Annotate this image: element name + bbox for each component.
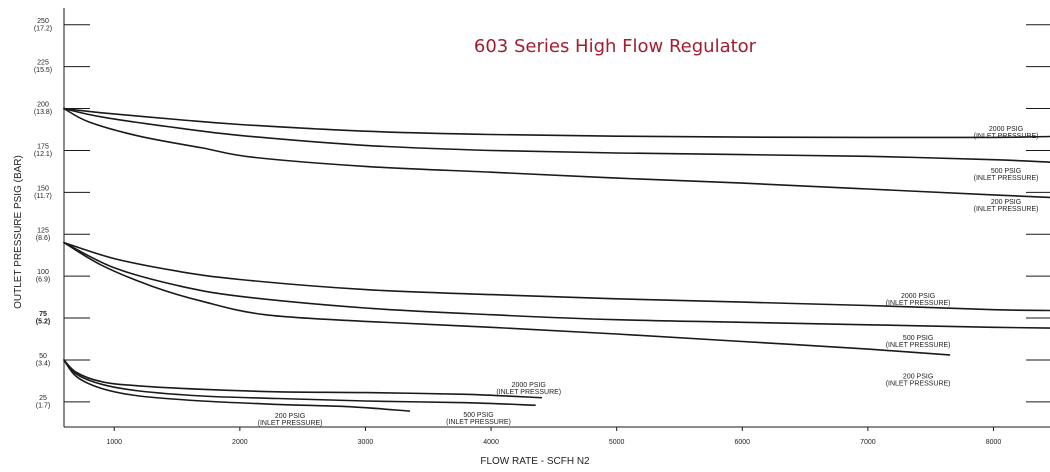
curve-label-pressure: 2000 PSIG [901,293,935,300]
y-tick-label-bar: (6.9) [36,277,50,284]
curve-line [63,241,1050,312]
y-tick-label-psig: 225 [37,60,49,67]
x-tick-label: 4000 [483,439,499,446]
curve-line [63,107,1050,163]
curve-label-pressure: 200 PSIG [903,373,933,380]
y-tick-label-bar: (12.1) [34,151,52,158]
chart-frame: 250(17.2)225(15.5)200(13.8)175(12.1)150(… [34,8,1050,446]
curve-label-inlet: (INLET PRESSURE) [974,133,1039,140]
x-tick-label: 6000 [734,439,750,446]
y-tick-label-bar: (1.7) [36,402,50,409]
y-tick-label-psig: 150 [37,185,49,192]
y-tick-label-bar: (17.2) [34,25,52,32]
curve-label-inlet: (INLET PRESSURE) [258,420,323,427]
x-tick-label: 2000 [232,439,248,446]
curve-label-inlet: (INLET PRESSURE) [886,342,951,349]
curve-label-pressure: 500 PSIG [903,335,933,342]
curve-label-pressure: 2000 PSIG [989,126,1023,133]
curve-label-inlet: (INLET PRESSURE) [974,206,1039,213]
curve-line [63,241,1050,329]
y-tick-label-bar: (15.5) [34,67,52,74]
curve-label-inlet: (INLET PRESSURE) [886,300,951,307]
curve-label-pressure: 200 PSIG [275,413,305,420]
y-tick-label-psig: 100 [37,269,49,276]
y-tick-label-psig: 75 [39,311,47,318]
curve-line [63,359,536,406]
chart-title: 603 Series High Flow Regulator [474,36,757,57]
curve-line [63,107,1050,199]
y-tick-label-psig: 25 [39,395,47,402]
y-tick-label-bar: (5.2) [36,319,50,326]
y-tick-label-psig: 250 [37,18,49,25]
curve-label-inlet: (INLET PRESSURE) [974,175,1039,182]
y-tick-label-psig: 200 [37,102,49,109]
x-tick-label: 3000 [358,439,374,446]
x-axis-title: FLOW RATE - SCFH N2 [480,456,590,467]
x-tick-label: 8000 [986,439,1002,446]
curve-line [63,107,1050,139]
curve-label-pressure: 500 PSIG [463,412,493,419]
curve-label-inlet: (INLET PRESSURE) [496,389,561,396]
curve-label-inlet: (INLET PRESSURE) [886,380,951,387]
y-tick-label-psig: 175 [37,143,49,150]
y-tick-label-bar: (13.8) [34,109,52,116]
x-tick-label: 7000 [860,439,876,446]
curve-label-pressure: 2000 PSIG [512,382,546,389]
y-axis-title: OUTLET PRESSURE PSIG (BAR) [13,155,24,309]
y-tick-label-bar: (3.4) [36,360,50,367]
curve-line [63,359,411,412]
curve-labels: 2000 PSIG(INLET PRESSURE)500 PSIG(INLET … [258,126,1039,427]
curve-label-inlet: (INLET PRESSURE) [446,419,511,426]
y-tick-label-psig: 50 [39,353,47,360]
curves [63,107,1050,412]
x-tick-label: 5000 [609,439,625,446]
curve-line [63,241,951,356]
curve-label-pressure: 200 PSIG [991,199,1021,206]
y-tick-label-bar: (8.6) [36,235,50,242]
curve-label-pressure: 500 PSIG [991,168,1021,175]
curve-line [63,359,543,399]
y-tick-label-bar: (11.7) [34,193,52,200]
y-tick-label-psig: 125 [37,227,49,234]
x-tick-label: 1000 [106,439,122,446]
